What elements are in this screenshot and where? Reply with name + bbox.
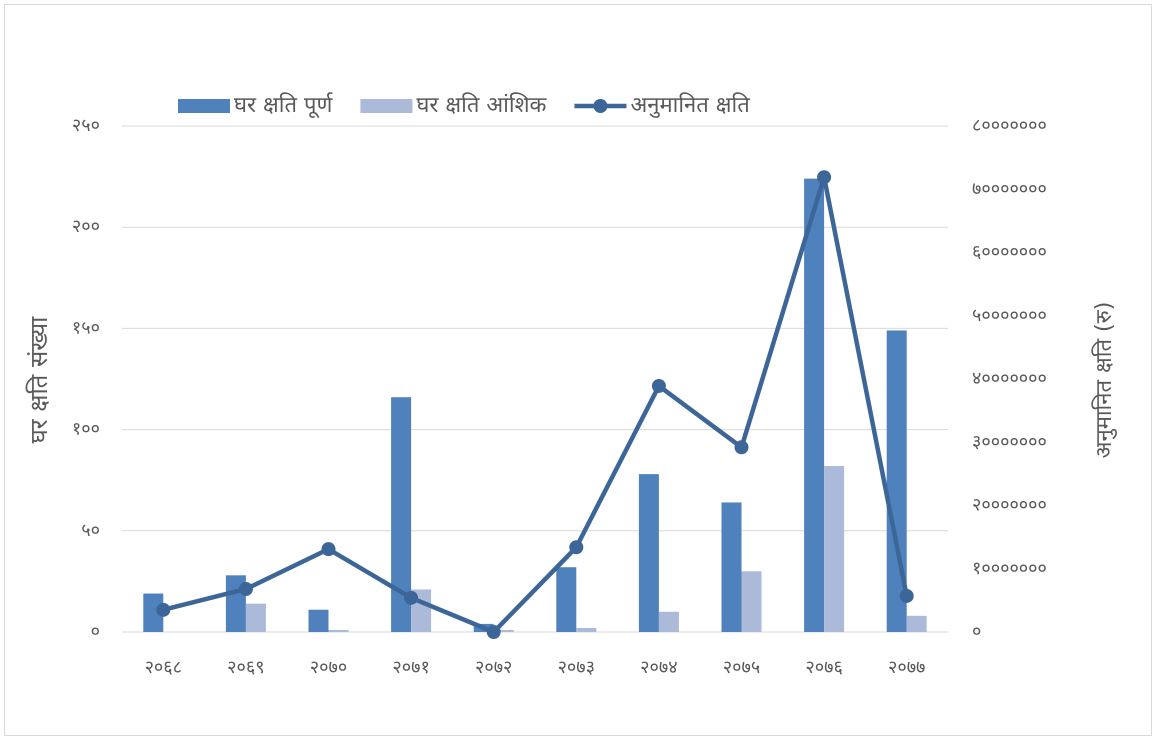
line-point — [899, 588, 914, 603]
line-point — [404, 590, 419, 605]
y-tick-label: ० — [91, 621, 100, 642]
y-tick-label: २०० — [72, 216, 100, 237]
bar — [741, 571, 762, 632]
y2-tick-label: ७००००००० — [972, 178, 1047, 199]
x-tick-label: २०७६ — [805, 657, 842, 678]
line-point — [486, 625, 501, 639]
y2-tick-label: ६००००००० — [972, 242, 1047, 263]
bar — [556, 567, 577, 632]
bar — [721, 502, 742, 632]
legend-label: घर क्षति आंशिक — [416, 92, 547, 118]
y-tick-label: २५० — [72, 115, 100, 136]
bar — [493, 629, 514, 632]
legend-swatch — [360, 99, 413, 113]
bar — [886, 330, 907, 632]
x-tick-label: २०६८ — [145, 657, 182, 678]
y2-tick-label: ५००००००० — [972, 305, 1047, 326]
bar — [391, 397, 412, 632]
y-tick-label: १०० — [72, 419, 100, 440]
line-point — [569, 540, 584, 555]
legend-swatch — [593, 99, 608, 113]
x-tick-label: २०७४ — [640, 657, 677, 678]
bar — [328, 629, 349, 632]
y-tick-label: १५० — [72, 317, 100, 338]
line-point — [734, 440, 749, 455]
legend-swatch — [178, 99, 230, 113]
bar — [245, 603, 266, 632]
x-tick-label: २०७१ — [392, 657, 429, 678]
y2-axis-title: अनुमानित क्षति (रु) — [1091, 302, 1117, 459]
x-tick-label: २०७० — [310, 657, 347, 678]
x-tick-label: २०७५ — [723, 657, 760, 678]
bar — [804, 178, 825, 632]
bar — [906, 615, 927, 632]
line-point — [321, 542, 336, 557]
line — [162, 174, 909, 635]
x-tick-label: २०७३ — [558, 657, 595, 678]
bar — [638, 474, 659, 632]
bar — [658, 611, 679, 632]
bar — [576, 627, 597, 632]
y2-tick-label: ३००००००० — [972, 431, 1047, 452]
line-point — [238, 581, 253, 596]
bar — [308, 609, 329, 632]
x-tick-label: २०७२ — [475, 657, 512, 678]
line-point — [156, 602, 171, 617]
y2-tick-label: १००००००० — [972, 558, 1047, 579]
y2-tick-label: ८००००००० — [972, 115, 1047, 136]
line-point — [817, 170, 832, 185]
y2-tick-label: ० — [972, 621, 981, 642]
y-axis-title: घर क्षति संख्या — [25, 316, 53, 444]
bar — [143, 593, 164, 632]
legend-label: अनुमानित क्षति — [630, 92, 750, 118]
x-tick-label: २०७७ — [888, 657, 925, 678]
y-tick-label: ५० — [81, 520, 100, 541]
y2-tick-label: ४००००००० — [972, 368, 1047, 389]
line-point — [651, 378, 666, 393]
x-tick-label: २०६९ — [227, 657, 264, 678]
legend-label: घर क्षति पूर्ण — [234, 92, 333, 119]
y2-tick-label: २००००००० — [972, 495, 1047, 516]
bar — [824, 466, 845, 632]
